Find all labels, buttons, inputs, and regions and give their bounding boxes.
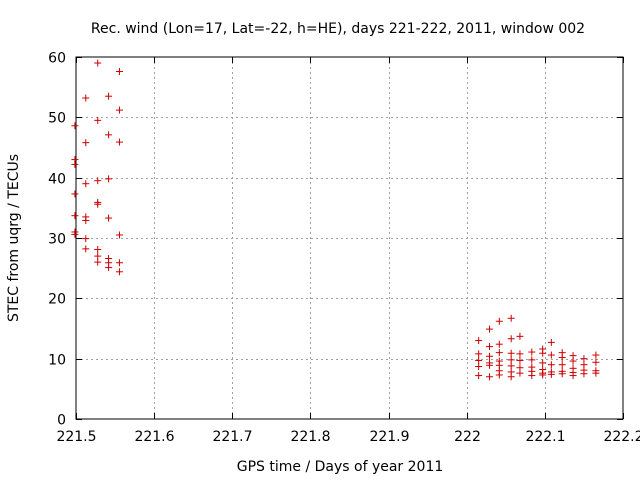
- data-point: [558, 361, 566, 369]
- data-point: [94, 177, 102, 185]
- x-tick-label: 221.5: [56, 429, 96, 445]
- data-point: [82, 245, 90, 253]
- x-tick-label: 221.8: [290, 429, 330, 445]
- plot-frame: [75, 56, 624, 420]
- data-point: [495, 317, 503, 325]
- data-point: [94, 200, 102, 208]
- data-point: [558, 370, 566, 378]
- chart-title: Rec. wind (Lon=17, Lat=-22, h=HE), days …: [91, 21, 585, 37]
- data-point: [569, 357, 577, 365]
- data-point: [592, 358, 600, 366]
- data-point: [495, 349, 503, 357]
- y-tick-label: 0: [57, 413, 66, 429]
- data-point: [71, 230, 79, 238]
- data-point: [507, 314, 515, 322]
- data-point: [94, 245, 102, 253]
- data-point: [547, 361, 555, 369]
- data-point: [528, 372, 536, 380]
- data-point: [94, 252, 102, 260]
- data-point: [71, 122, 79, 130]
- data-point: [507, 362, 515, 370]
- data-point: [71, 190, 79, 198]
- data-point: [105, 131, 113, 139]
- data-point: [516, 332, 524, 340]
- data-point: [71, 160, 79, 168]
- data-point: [94, 116, 102, 124]
- data-point: [558, 353, 566, 361]
- data-point: [94, 258, 102, 266]
- data-point: [528, 348, 536, 356]
- data-point: [547, 370, 555, 378]
- data-point: [486, 352, 494, 360]
- x-tick-label: 221.7: [212, 429, 252, 445]
- data-point: [507, 356, 515, 364]
- data-point: [580, 355, 588, 363]
- data-point: [82, 235, 90, 243]
- y-tick-label: 10: [48, 353, 66, 369]
- data-point: [71, 212, 79, 220]
- data-point: [115, 231, 123, 239]
- data-point: [486, 325, 494, 333]
- axis-ticks: 221.5 221.6 221.7 221.8 221.9 222 222.1 222.2 0 1…: [48, 51, 640, 446]
- data-point: [507, 373, 515, 381]
- data-point: [475, 337, 483, 345]
- data-point: [547, 338, 555, 346]
- x-tick-label: 222.2: [603, 429, 640, 445]
- data-point: [539, 349, 547, 357]
- data-point: [547, 351, 555, 359]
- data-point: [486, 361, 494, 369]
- data-point: [516, 356, 524, 364]
- data-point: [115, 268, 123, 276]
- data-point: [592, 351, 600, 359]
- data-point: [495, 371, 503, 379]
- data-point: [105, 214, 113, 222]
- data-point: [115, 67, 123, 75]
- x-tick-label: 222.1: [525, 429, 565, 445]
- y-tick-label: 60: [48, 51, 66, 67]
- x-tick-label: 221.6: [134, 429, 174, 445]
- data-point: [486, 373, 494, 381]
- data-point: [516, 350, 524, 358]
- data-point: [105, 264, 113, 272]
- data-point: [115, 138, 123, 146]
- y-tick-label: 20: [48, 292, 66, 308]
- y-tick-label: 40: [48, 172, 66, 188]
- data-point: [475, 350, 483, 358]
- data-point: [507, 335, 515, 343]
- data-point: [82, 139, 90, 147]
- data-point: [495, 340, 503, 348]
- data-point: [486, 343, 494, 351]
- data-point: [82, 94, 90, 102]
- data-points: [71, 59, 600, 381]
- y-tick-label: 50: [48, 111, 66, 127]
- y-tick-label: 30: [48, 232, 66, 248]
- grid: [76, 57, 623, 419]
- data-point: [105, 92, 113, 100]
- data-point: [528, 356, 536, 364]
- data-point: [105, 175, 113, 183]
- data-point: [475, 356, 483, 364]
- data-point: [507, 349, 515, 357]
- data-point: [569, 372, 577, 380]
- data-point: [82, 217, 90, 225]
- data-point: [592, 369, 600, 377]
- data-point: [539, 371, 547, 379]
- x-axis-label: GPS time / Days of year 2011: [237, 459, 444, 475]
- data-point: [475, 372, 483, 380]
- data-point: [94, 59, 102, 67]
- x-tick-label: 222: [454, 429, 481, 445]
- x-tick-label: 221.9: [369, 429, 409, 445]
- data-point: [580, 370, 588, 378]
- data-point: [539, 359, 547, 367]
- data-point: [115, 259, 123, 267]
- data-point: [115, 106, 123, 114]
- y-axis-label: STEC from uqrg / TECUs: [6, 154, 22, 322]
- data-point: [82, 180, 90, 188]
- data-point: [516, 369, 524, 377]
- data-point: [475, 363, 483, 371]
